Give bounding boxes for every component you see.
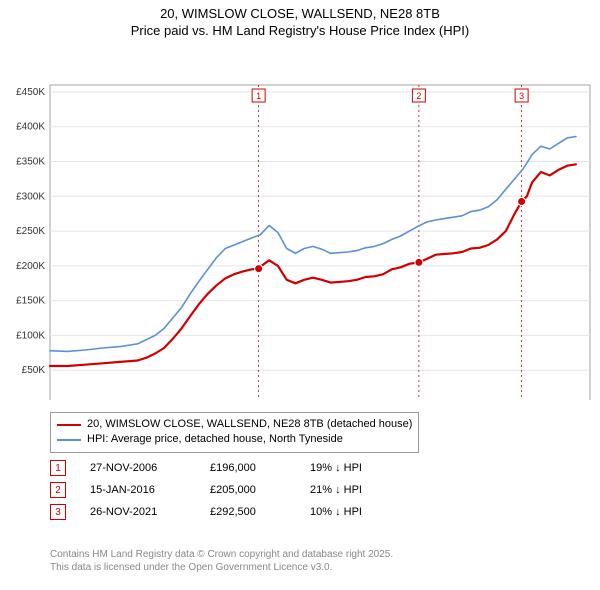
svg-text:£400K: £400K [16,122,45,133]
line-chart: £0£50K£100K£150K£200K£250K£300K£350K£400… [0,40,600,400]
footer-note: Contains HM Land Registry data © Crown c… [50,548,393,574]
sale-price: £196,000 [210,462,310,474]
legend-item: 20, WIMSLOW CLOSE, WALLSEND, NE28 8TB (d… [57,417,412,432]
svg-text:£450K: £450K [16,87,45,98]
svg-text:3: 3 [519,91,524,101]
sale-date: 26-NOV-2021 [90,506,210,518]
title-line1: 20, WIMSLOW CLOSE, WALLSEND, NE28 8TB [160,6,440,21]
svg-text:2: 2 [416,91,421,101]
svg-text:£200K: £200K [16,261,45,272]
svg-text:£50K: £50K [22,365,46,376]
chart-title: 20, WIMSLOW CLOSE, WALLSEND, NE28 8TB Pr… [0,0,600,40]
sale-marker-number: 1 [50,460,66,476]
svg-text:1: 1 [256,91,261,101]
legend-label: HPI: Average price, detached house, Nort… [87,432,343,447]
sale-marker-number: 2 [50,482,66,498]
legend-swatch [57,439,81,441]
legend-swatch [57,424,81,426]
footer-line2: This data is licensed under the Open Gov… [50,561,393,574]
footer-line1: Contains HM Land Registry data © Crown c… [50,548,393,561]
sales-row: 1 27-NOV-2006£196,00019% ↓ HPI [50,460,420,476]
sale-marker-number: 3 [50,504,66,520]
legend-item: HPI: Average price, detached house, Nort… [57,432,412,447]
legend-box: 20, WIMSLOW CLOSE, WALLSEND, NE28 8TB (d… [50,412,419,453]
chart-container: 20, WIMSLOW CLOSE, WALLSEND, NE28 8TB Pr… [0,0,600,590]
svg-text:£350K: £350K [16,156,45,167]
svg-text:£300K: £300K [16,191,45,202]
svg-text:£100K: £100K [16,330,45,341]
svg-text:£150K: £150K [16,295,45,306]
sale-date: 15-JAN-2016 [90,484,210,496]
sale-date: 27-NOV-2006 [90,462,210,474]
sale-price: £205,000 [210,484,310,496]
svg-text:£250K: £250K [16,226,45,237]
sales-row: 3 26-NOV-2021£292,50010% ↓ HPI [50,504,420,520]
legend-label: 20, WIMSLOW CLOSE, WALLSEND, NE28 8TB (d… [87,417,412,432]
sale-price: £292,500 [210,506,310,518]
title-line2: Price paid vs. HM Land Registry's House … [0,23,600,40]
sales-table: 1 27-NOV-2006£196,00019% ↓ HPI 2 15-JAN-201… [50,460,420,526]
sale-delta: 21% ↓ HPI [310,484,420,496]
sales-row: 2 15-JAN-2016£205,00021% ↓ HPI [50,482,420,498]
sale-delta: 10% ↓ HPI [310,506,420,518]
sale-delta: 19% ↓ HPI [310,462,420,474]
